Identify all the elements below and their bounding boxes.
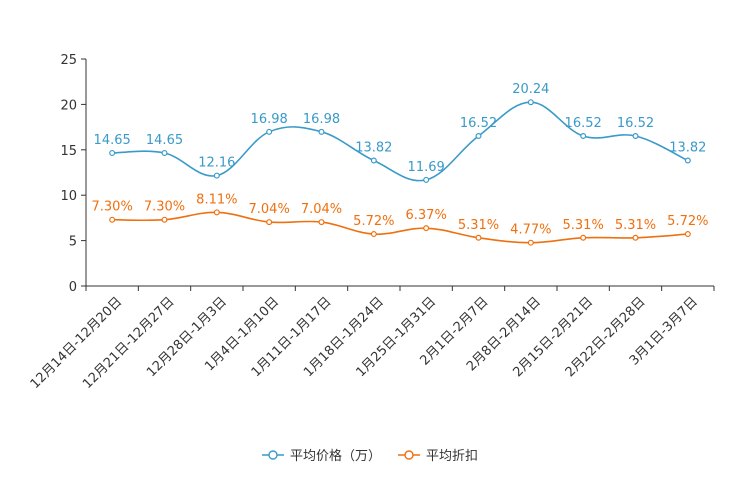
data-point	[318, 219, 325, 226]
data-point	[161, 216, 168, 223]
data-label: 7.30%	[144, 200, 185, 215]
data-label: 7.04%	[249, 202, 290, 217]
data-label: 16.52	[617, 116, 654, 131]
y-tick-label: 0	[69, 280, 77, 295]
data-point	[161, 149, 168, 156]
data-point	[423, 176, 430, 183]
data-label: 11.69	[408, 160, 445, 175]
data-label: 7.30%	[92, 200, 133, 215]
y-tick-label: 15	[60, 144, 77, 159]
data-label: 14.65	[146, 133, 183, 148]
data-point	[370, 231, 377, 238]
y-tick-label: 5	[69, 235, 77, 250]
data-point	[580, 234, 587, 241]
data-label: 16.98	[303, 112, 340, 127]
data-point	[109, 216, 116, 223]
y-tick-label: 10	[60, 189, 77, 204]
y-tick-label: 25	[60, 53, 77, 68]
data-point	[475, 132, 482, 139]
data-point	[527, 239, 534, 246]
data-point	[632, 234, 639, 241]
data-point	[475, 234, 482, 241]
data-point	[580, 132, 587, 139]
data-label: 6.37%	[406, 208, 447, 223]
data-point	[318, 128, 325, 135]
series-line-1	[112, 211, 688, 244]
data-label: 14.65	[94, 133, 131, 148]
data-label: 7.04%	[301, 202, 342, 217]
data-label: 16.98	[251, 112, 288, 127]
data-label: 5.31%	[615, 218, 656, 233]
x-tick-label: 12月14日-12月20日	[28, 294, 125, 391]
legend-marker	[404, 450, 414, 460]
data-point	[632, 132, 639, 139]
data-point	[684, 157, 691, 164]
data-label: 5.72%	[353, 214, 394, 229]
data-label: 12.16	[198, 156, 235, 171]
y-tick-label: 20	[60, 98, 77, 113]
data-label: 5.72%	[667, 214, 708, 229]
data-point	[266, 219, 273, 226]
data-label: 16.52	[565, 116, 602, 131]
data-point	[423, 225, 430, 232]
data-point	[370, 157, 377, 164]
data-label: 5.31%	[563, 218, 604, 233]
data-label: 13.82	[669, 141, 706, 156]
data-point	[684, 231, 691, 238]
data-point	[527, 99, 534, 106]
data-label: 20.24	[512, 82, 549, 97]
data-point	[109, 149, 116, 156]
legend-label: 平均价格（万）	[290, 448, 381, 464]
data-label: 16.52	[460, 116, 497, 131]
data-label: 5.31%	[458, 218, 499, 233]
data-point	[213, 209, 220, 216]
legend-marker	[268, 450, 278, 460]
data-label: 8.11%	[196, 192, 237, 207]
legend-label: 平均折扣	[426, 449, 478, 464]
data-point	[266, 128, 273, 135]
data-label: 4.77%	[510, 223, 551, 238]
data-label: 13.82	[355, 141, 392, 156]
x-tick-label: 12月21日-12月27日	[80, 294, 177, 391]
data-point	[213, 172, 220, 179]
